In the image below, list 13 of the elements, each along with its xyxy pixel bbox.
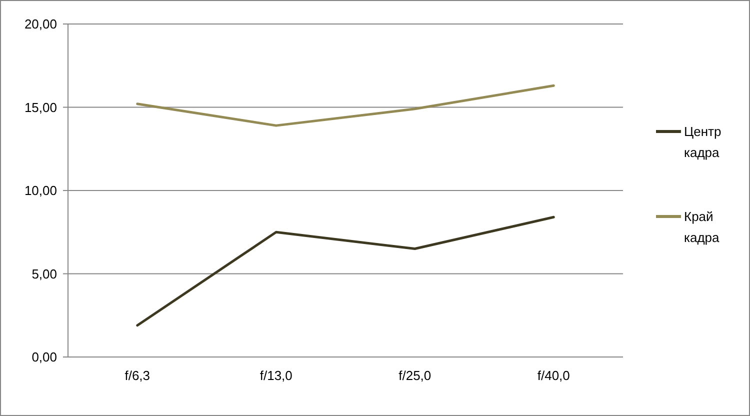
y-tick-label: 15,00 xyxy=(24,100,57,115)
y-tick-label: 5,00 xyxy=(32,266,57,282)
line-series xyxy=(136,84,555,127)
y-tick-label: 10,00 xyxy=(24,183,57,198)
x-tick-label: f/25,0 xyxy=(398,368,432,384)
line-series xyxy=(136,216,555,327)
legend-label: Край кадра xyxy=(684,208,720,247)
legend-label: Центр кадра xyxy=(684,123,722,162)
x-tick-label: f/6,3 xyxy=(124,368,150,384)
x-tick-label: f/40,0 xyxy=(537,368,570,384)
x-tick-label: f/13,0 xyxy=(260,368,292,384)
y-tick-label: 0,00 xyxy=(32,350,57,365)
y-tick-label: 20,00 xyxy=(24,16,57,32)
